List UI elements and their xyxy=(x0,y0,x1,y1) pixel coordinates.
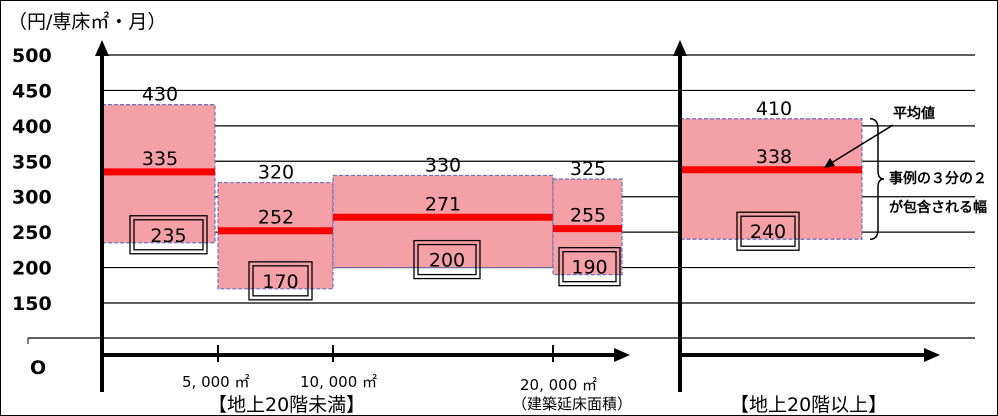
min-value-frame-outer xyxy=(413,239,481,280)
y-tick-label: 250 xyxy=(12,222,52,244)
group-label-under-20: 【地上20階未満】 xyxy=(208,394,365,416)
min-value-frame-inner xyxy=(562,251,617,283)
mean-annotation-leader xyxy=(827,124,894,166)
min-value-frame-outer xyxy=(558,247,621,287)
max-value-label: 325 xyxy=(570,158,606,180)
y-tick-label: 200 xyxy=(12,258,52,280)
x-axis-left-arrow xyxy=(614,348,630,362)
min-value-label: 170 xyxy=(262,271,298,293)
max-value-label: 330 xyxy=(425,154,461,176)
mean-value-label: 271 xyxy=(425,193,461,215)
range-box xyxy=(217,181,334,290)
mean-value-label: 338 xyxy=(756,146,792,168)
min-value-label: 190 xyxy=(571,257,607,279)
range-annotation-line1: 事例の３分の２ xyxy=(889,170,987,187)
min-value-frame-inner xyxy=(133,219,204,251)
min-value-frame-inner xyxy=(252,265,309,297)
min-value-frame-inner xyxy=(417,243,477,276)
y-unit-label: （円/専床㎡・月） xyxy=(8,10,166,33)
range-box xyxy=(332,174,554,269)
y-tick-label: 500 xyxy=(12,45,52,67)
x-tick-label-10000: 10, 000 ㎡ xyxy=(300,373,377,391)
group-label-20-plus: 【地上20階以上】 xyxy=(730,394,887,416)
mean-value-label: 335 xyxy=(142,148,178,170)
max-value-label: 410 xyxy=(756,98,792,120)
max-value-label: 320 xyxy=(258,162,294,184)
range-box xyxy=(679,118,863,240)
mean-annotation-arrowhead xyxy=(824,158,835,168)
y-tick-label: 450 xyxy=(12,80,52,102)
origin-label: O xyxy=(30,357,46,379)
max-value-label: 430 xyxy=(142,84,178,106)
range-annotation-line2: が包含される幅 xyxy=(889,199,987,216)
y-tick-label: 350 xyxy=(12,151,52,173)
min-value-frame-inner xyxy=(740,215,796,247)
mean-value-label: 255 xyxy=(570,205,606,227)
x-tick-label-20000: 20, 000 ㎡ xyxy=(520,376,597,394)
min-value-label: 240 xyxy=(750,221,786,243)
y-axis-right-arrow xyxy=(673,40,687,56)
y-tick-labels: 500 450 400 350 300 250 200 150 xyxy=(12,45,52,315)
y-axis-left-arrow xyxy=(95,40,109,56)
x-tick-label-5000: 5, 000 ㎡ xyxy=(182,373,249,391)
min-value-frame-outer xyxy=(736,211,800,251)
mean-annotation-label: 平均値 xyxy=(893,105,935,122)
range-brace xyxy=(869,118,885,240)
min-value-label: 235 xyxy=(150,225,186,247)
x-axis-right-arrow xyxy=(924,348,940,362)
x-axis-label: （建築延床面積） xyxy=(512,395,632,413)
mean-value-label: 252 xyxy=(258,207,294,229)
min-value-label: 200 xyxy=(429,250,465,272)
y-tick-label: 150 xyxy=(12,293,52,315)
boxes-layer: 430 335 235 320 252 170 330 271 200 325 255 190 410 3… xyxy=(101,84,863,301)
min-value-frame-outer xyxy=(248,261,313,301)
y-tick-label: 300 xyxy=(12,187,52,209)
min-value-frame-outer xyxy=(129,215,208,255)
y-tick-label: 400 xyxy=(12,116,52,138)
